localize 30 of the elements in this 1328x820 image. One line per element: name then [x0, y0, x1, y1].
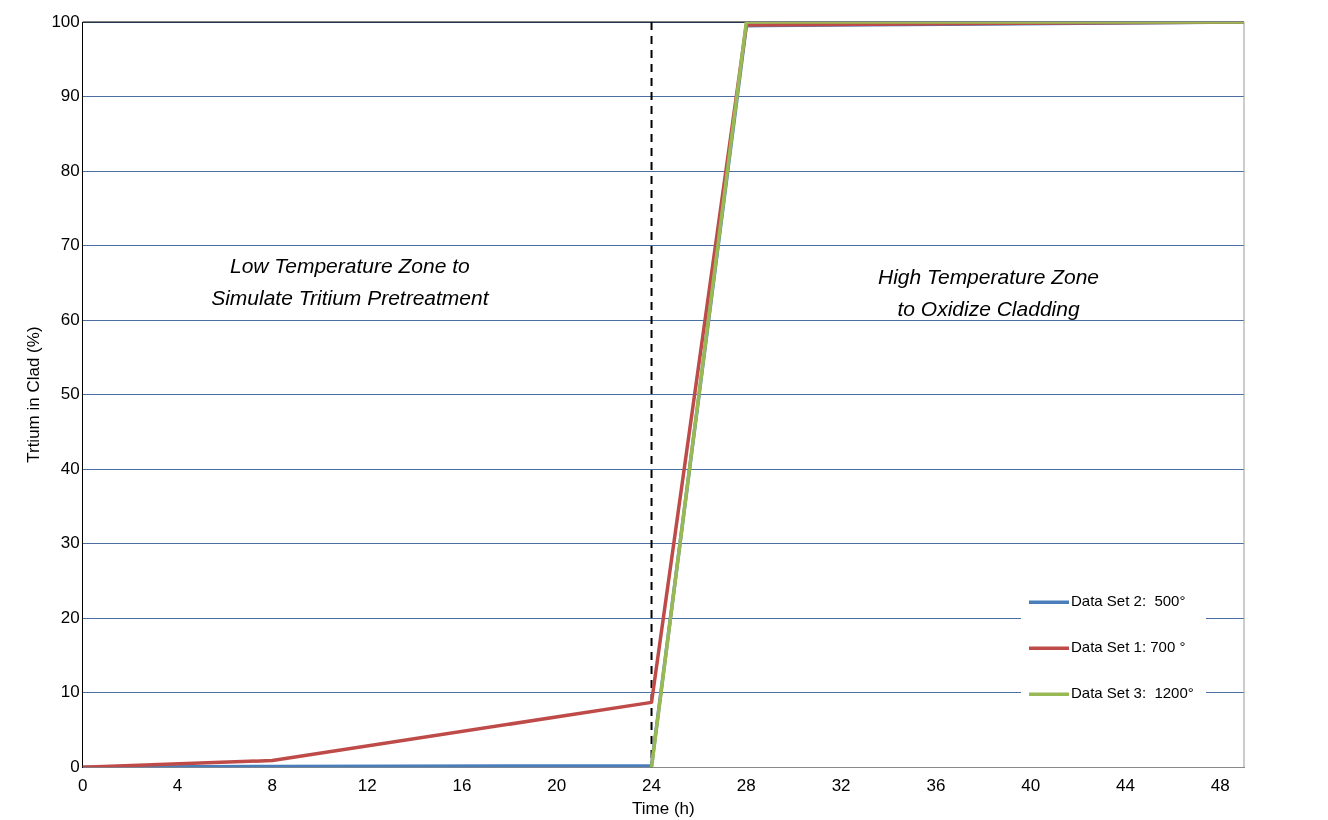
x-tick-label: 8: [267, 776, 278, 796]
legend-label: Data Set 3: 1200°: [1071, 684, 1194, 702]
x-tick-label: 32: [831, 776, 851, 796]
x-tick-label: 40: [1021, 776, 1041, 796]
y-tick-label: 0: [70, 756, 80, 776]
x-tick-label: 24: [642, 776, 661, 796]
x-tick-label: 36: [926, 776, 946, 796]
y-tick-label: 90: [60, 86, 80, 106]
legend-label: Data Set 2: 500°: [1071, 592, 1186, 610]
legend-label: Data Set 1: 700 °: [1071, 638, 1186, 656]
x-tick-label: 16: [452, 776, 472, 796]
annotation: Low Temperature Zone to Simulate Tritium Pretreatment: [211, 253, 490, 309]
x-tick-label: 28: [736, 776, 756, 796]
annotation: High Temperature Zone to Oxidize Cladding: [878, 264, 1100, 320]
y-tick-label: 40: [60, 458, 80, 478]
y-axis-title: Trtium in Clad (%): [23, 326, 43, 463]
x-tick-label: 4: [172, 776, 183, 796]
x-axis-title: Time (h): [632, 799, 695, 819]
y-tick-label: 50: [60, 384, 80, 404]
y-tick-label: 10: [60, 682, 80, 702]
y-tick-label: 80: [60, 160, 80, 180]
y-tick-label: 70: [60, 235, 80, 255]
y-tick-label: 20: [60, 607, 80, 627]
y-tick-label: 100: [51, 11, 80, 31]
y-tick-label: 60: [60, 309, 80, 329]
x-tick-label: 20: [547, 776, 567, 796]
x-tick-label: 48: [1210, 776, 1230, 796]
y-tick-label: 30: [60, 533, 80, 553]
x-tick-label: 12: [357, 776, 377, 796]
x-tick-label: 44: [1116, 776, 1135, 796]
